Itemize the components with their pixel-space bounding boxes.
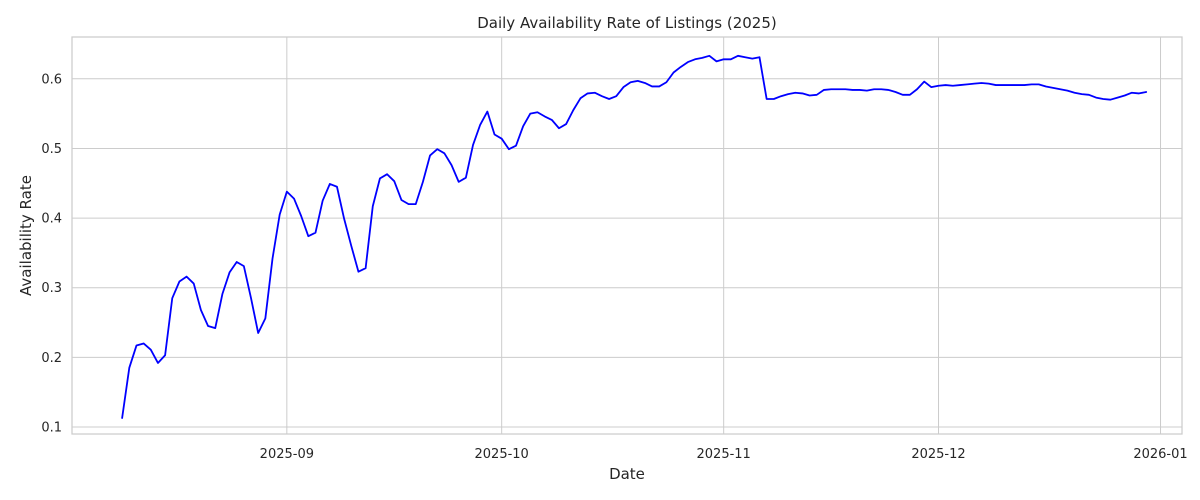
plot-frame <box>71 36 1183 435</box>
x-tick-label: 2026-01 <box>1133 447 1187 462</box>
x-tick-label: 2025-11 <box>697 447 751 462</box>
grid <box>72 37 1182 434</box>
chart-title: Daily Availability Rate of Listings (202… <box>477 14 777 32</box>
y-tick-label: 0.5 <box>41 142 62 157</box>
y-tick-label: 0.3 <box>41 281 62 296</box>
y-tick-label: 0.1 <box>41 421 62 436</box>
x-tick-label: 2025-09 <box>260 447 314 462</box>
axis-ticks: 0.1 0.2 0.3 0.4 0.5 0.6 2025-09 2025-10 2025-11 2… <box>41 72 1187 462</box>
series-layer <box>121 54 1148 419</box>
y-tick-label: 0.4 <box>41 212 62 227</box>
y-tick-label: 0.2 <box>41 351 62 366</box>
x-tick-label: 2025-10 <box>475 447 529 462</box>
series-line <box>121 54 1148 419</box>
x-tick-label: 2025-12 <box>911 447 965 462</box>
y-tick-label: 0.6 <box>41 72 62 87</box>
y-axis-title: Availability Rate <box>17 175 35 296</box>
x-axis-title: Date <box>609 465 645 483</box>
